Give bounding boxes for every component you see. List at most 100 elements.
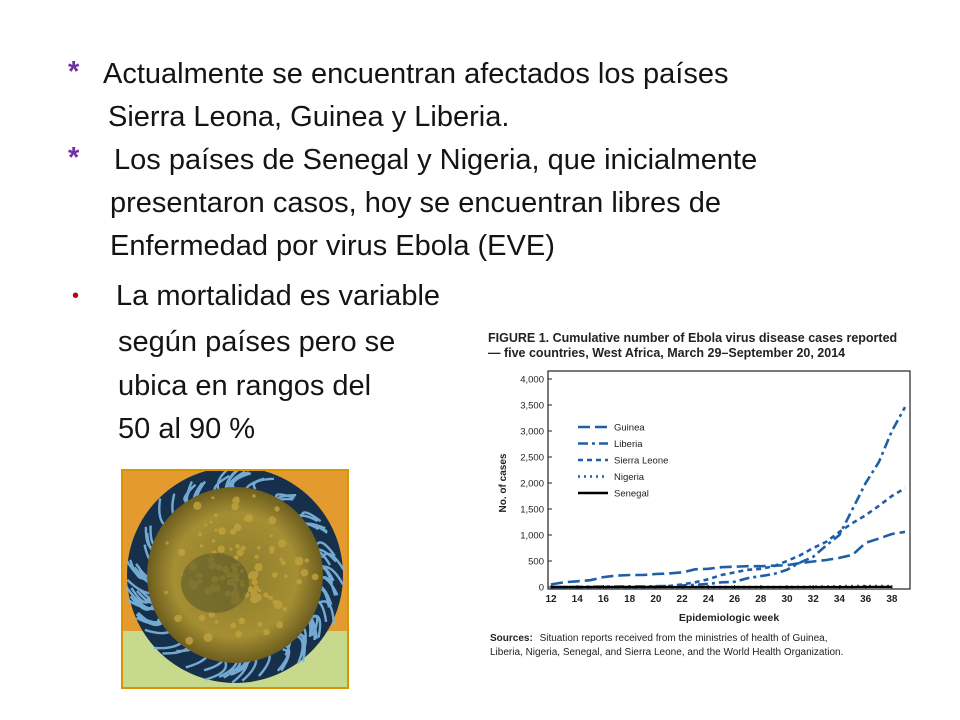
virus-surface-bump — [250, 589, 257, 596]
bullet-marker-3: • — [72, 285, 80, 307]
virus-surface-bump — [214, 513, 218, 517]
x-tick-label: 34 — [834, 594, 846, 605]
x-tick-label: 24 — [703, 594, 715, 605]
bullet-1-line-2: Sierra Leona, Guinea y Liberia. — [108, 101, 510, 133]
virus-surface-bump — [272, 572, 278, 578]
legend-label: Sierra Leone — [614, 456, 668, 467]
virus-surface-bump — [254, 554, 259, 559]
x-tick-label: 30 — [781, 594, 793, 605]
legend-label: Nigeria — [614, 472, 645, 483]
bullet-3-line-2: según países pero se — [118, 326, 396, 358]
virus-surface-bump — [214, 620, 219, 624]
virus-surface-bump — [256, 545, 261, 550]
virus-surface-bump — [174, 614, 182, 623]
bullet-marker-2: * — [68, 142, 80, 174]
sources-label: Sources: — [490, 633, 533, 644]
virus-surface-bump — [229, 547, 233, 551]
x-tick-label: 22 — [677, 594, 689, 605]
virus-surface-bump — [236, 549, 244, 557]
virus-surface-bump — [250, 596, 255, 602]
virus-filament — [183, 483, 197, 503]
virus-surface-bump — [267, 595, 271, 599]
legend-label: Senegal — [614, 489, 649, 500]
virus-surface-bump — [231, 502, 239, 511]
virus-surface-bump — [235, 543, 240, 549]
y-tick-label: 1,500 — [520, 505, 544, 516]
legend-label: Liberia — [614, 439, 643, 450]
legend-label: Guinea — [614, 423, 645, 434]
x-tick-label: 28 — [755, 594, 767, 605]
x-tick-label: 14 — [572, 594, 584, 605]
bullet-2-line-1: Los países de Senegal y Nigeria, que ini… — [114, 144, 758, 176]
series-line-liberia — [551, 406, 907, 589]
plot-frame — [547, 370, 911, 590]
virus-surface-bump — [230, 528, 237, 535]
virus-surface-bump — [257, 621, 263, 627]
sources-text-1: Situation reports received from the mini… — [540, 633, 828, 644]
virus-surface-bump — [193, 501, 202, 510]
y-tick-label: 4,000 — [520, 375, 544, 386]
virus-surface-bump — [269, 534, 273, 538]
virus-surface-bump — [198, 614, 206, 621]
virus-surface-bump — [245, 514, 254, 523]
virus-surface-bump — [232, 497, 240, 505]
virus-surface-bump — [235, 630, 243, 638]
x-tick-label: 26 — [729, 594, 741, 605]
x-tick-label: 38 — [886, 594, 898, 605]
virus-surface-bump — [252, 494, 256, 498]
virus-surface-bump — [304, 558, 309, 563]
virus-surface-bump — [178, 548, 186, 556]
virus-surface-bump — [209, 520, 213, 524]
virus-surface-bump — [254, 563, 263, 572]
virus-surface-bump — [284, 574, 288, 578]
virus-surface-bump — [238, 617, 246, 625]
bullet-3-line-1: La mortalidad es variable — [116, 280, 441, 312]
virus-surface-bump — [233, 523, 242, 532]
y-tick-label: 2,000 — [520, 479, 544, 490]
virus-surface-bump — [273, 600, 283, 609]
virus-surface-bump — [268, 516, 277, 525]
virus-surface-bump — [300, 568, 309, 577]
virus-surface-bump — [282, 606, 287, 611]
virus-surface-bump — [218, 527, 226, 535]
virus-surface-bump — [203, 632, 213, 642]
virus-surface-bump — [263, 592, 269, 598]
figure-subtitle: — five countries, West Africa, March 29–… — [488, 346, 845, 360]
virus-surface-bump — [263, 629, 270, 636]
virus-surface-bump — [199, 544, 204, 548]
virus-filament — [129, 595, 154, 611]
y-tick-label: 3,500 — [520, 401, 544, 412]
virus-surface-bump — [281, 560, 286, 566]
virus-filament — [129, 559, 148, 580]
figure-title: FIGURE 1. Cumulative number of Ebola vir… — [488, 331, 897, 345]
virus-surface-bump — [276, 621, 284, 629]
y-tick-label: 2,500 — [520, 453, 544, 464]
virus-surface-bump — [279, 557, 284, 562]
virus-illustration — [123, 463, 347, 687]
virus-surface-bump — [257, 588, 262, 593]
virus-surface-bump — [165, 541, 169, 545]
virus-surface-bump — [274, 506, 280, 512]
virus-filament — [276, 648, 289, 672]
ebola-cases-figure: FIGURE 1. Cumulative number of Ebola vir… — [488, 331, 911, 658]
virus-surface-bump — [185, 636, 194, 645]
virus-surface-bump — [311, 573, 319, 581]
virus-surface-bump — [230, 622, 237, 629]
virus-surface-bump — [164, 590, 168, 595]
x-tick-label: 32 — [808, 594, 820, 605]
virus-filament — [125, 586, 150, 604]
bullet-2-line-3: Enfermedad por virus Ebola (EVE) — [110, 230, 555, 262]
virus-filament — [252, 477, 274, 490]
ebola-virus-micrograph-image — [121, 463, 349, 689]
y-tick-label: 3,000 — [520, 427, 544, 438]
virus-surface-bump — [217, 545, 225, 553]
series-line-sierra-leone — [551, 487, 906, 589]
figure-sources-line-1: Sources: Situation reports received from… — [490, 633, 828, 644]
virus-surface-bump — [214, 528, 218, 532]
virus-surface-bump — [204, 523, 208, 527]
virus-surface-bump — [211, 496, 215, 500]
sources-text-2: Liberia, Nigeria, Senegal, and Sierra Le… — [490, 647, 843, 658]
bullet-3-line-4: 50 al 90 % — [118, 413, 256, 445]
virus-surface-bump — [277, 539, 287, 548]
virus-surface-bump — [253, 585, 260, 591]
